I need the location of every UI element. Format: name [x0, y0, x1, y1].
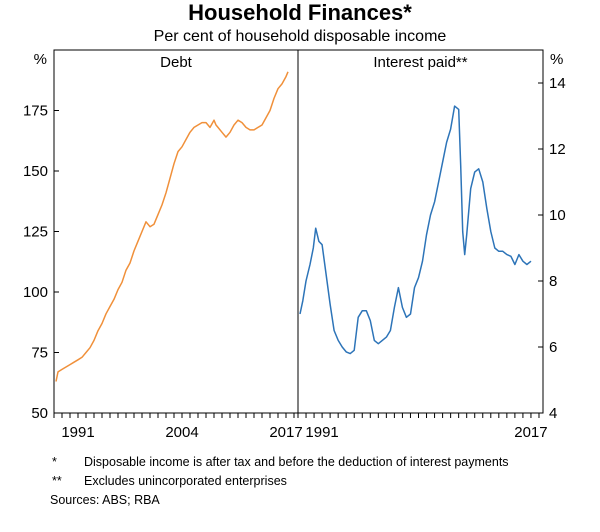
y-tick-label: 100 — [23, 284, 48, 301]
footnotes: * Disposable income is after tax and bef… — [50, 455, 590, 508]
y-tick-label: 8 — [549, 273, 557, 290]
x-tick-label: 2017 — [514, 424, 547, 441]
household-finances-chart: Debt 50 75 100 125 150 175% 1991 2004 2017 Interes… — [23, 49, 566, 441]
y-tick-label: 10 — [549, 207, 566, 224]
panel-title: Debt — [160, 54, 193, 71]
y-tick-label: 12 — [549, 141, 566, 158]
chart-subtitle: Per cent of household disposable income — [153, 28, 447, 45]
y-tick-label: 14 — [549, 75, 566, 92]
footnote-mark: ** — [52, 474, 62, 488]
y-tick-label: 4 — [549, 405, 557, 422]
y-axis-unit: % — [34, 51, 47, 68]
y-tick-label: 6 — [549, 339, 557, 356]
debt-series-line — [55, 71, 289, 382]
chart-title: Household Finances* — [188, 0, 412, 25]
y-tick-label: 50 — [31, 405, 48, 422]
footnote-1: * Disposable income is after tax and bef… — [50, 455, 590, 470]
sources: Sources: ABS; RBA — [50, 493, 160, 507]
footnote-mark: * — [52, 455, 57, 469]
panel-title: Interest paid** — [373, 54, 467, 71]
x-tick-label: 2004 — [165, 424, 198, 441]
footnote-text: Excludes unincorporated enterprises — [84, 474, 287, 488]
footnote-text: Disposable income is after tax and befor… — [84, 455, 509, 469]
footnote-2: ** Excludes unincorporated enterprises — [50, 474, 590, 489]
y-tick-label: 75 — [31, 345, 48, 362]
x-tick-label: 1991 — [305, 424, 338, 441]
y-tick-label: 125 — [23, 224, 48, 241]
x-tick-label: 2017 — [269, 424, 302, 441]
x-tick-label: 1991 — [61, 424, 94, 441]
interest-series-line — [299, 105, 532, 355]
y-axis-unit: % — [550, 51, 563, 68]
y-tick-label: 175 — [23, 103, 48, 120]
y-tick-label: 150 — [23, 163, 48, 180]
